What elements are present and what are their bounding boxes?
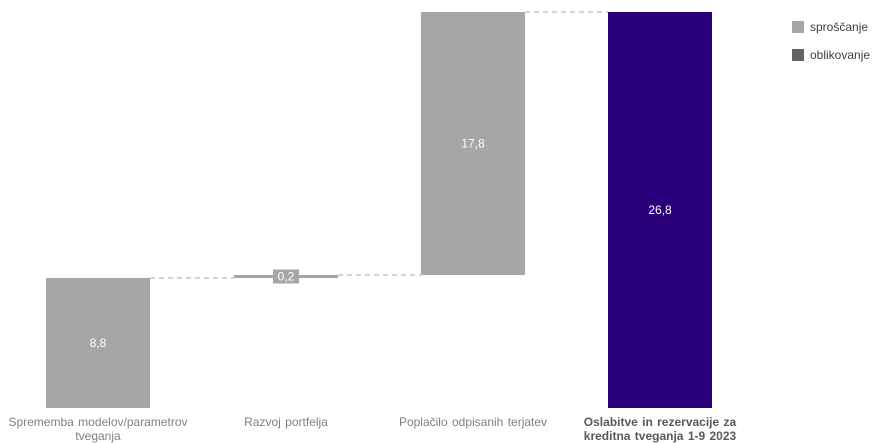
bars-group — [46, 12, 712, 408]
value-label-portfolio-development: 0,2 — [278, 269, 295, 283]
category-label-portfolio-development: Razvoj portfelja — [244, 415, 328, 429]
legend-item-formation: oblikovanje — [792, 48, 870, 62]
legend-item-release: sproščanje — [792, 20, 870, 34]
value-label-total-impairments: 26,8 — [648, 203, 672, 217]
category-label-total-impairments: Oslabitve in rezervacije za kreditna tve… — [583, 415, 737, 443]
category-label-model-change: Sprememba modelov/parametrov tveganja — [8, 415, 188, 443]
category-label-written-off-repayment: Poplačilo odpisanih terjatev — [398, 415, 548, 429]
value-label-model-change: 8,8 — [90, 336, 107, 350]
bar-written-off-repayment — [421, 12, 525, 276]
legend-swatch-release — [792, 21, 804, 33]
legend-label-release: sproščanje — [810, 20, 869, 34]
bar-model-change — [46, 277, 150, 408]
legend-swatch-formation — [792, 49, 804, 61]
legend-label-formation: oblikovanje — [810, 48, 871, 62]
chart-legend: sproščanje oblikovanje — [792, 20, 870, 76]
value-label-written-off-repayment: 17,8 — [461, 137, 485, 151]
value-labels-group: 8,8 0,2 17,8 26,8 — [90, 137, 672, 350]
connector-lines — [150, 11, 608, 279]
bar-total-impairments — [608, 12, 712, 408]
value-label-box-portfolio-development — [273, 269, 299, 284]
